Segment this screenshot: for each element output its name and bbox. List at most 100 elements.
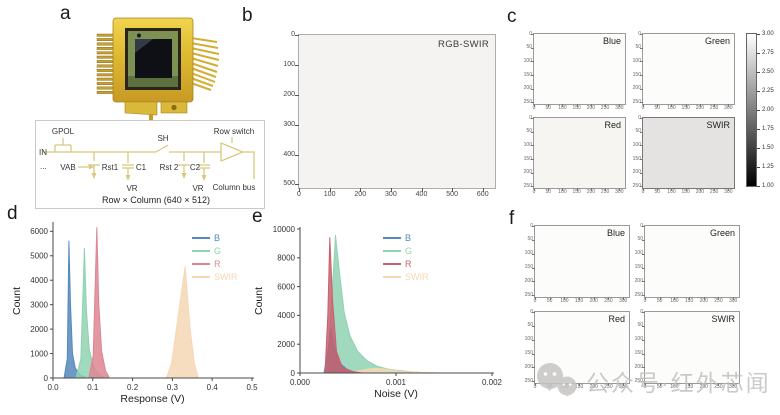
x-tick-label: 50 xyxy=(656,298,663,304)
chip-tab-hole xyxy=(171,104,177,111)
panel-label-d: d xyxy=(7,203,18,224)
x-tick-mark xyxy=(549,297,551,300)
y-tick-mark xyxy=(640,75,643,77)
x-tick-label: 100 xyxy=(667,189,676,195)
x-tick-label: 0 xyxy=(532,189,536,195)
y-tick-mark xyxy=(531,172,534,174)
series-swir-area xyxy=(165,266,199,379)
y-tick-label: 250 xyxy=(632,98,641,105)
panel-b-x-tick-label: 600 xyxy=(476,191,489,198)
x-tick-label: 100 xyxy=(558,105,567,111)
x-tick-label: 150 xyxy=(574,298,584,304)
panel-c-blue-image: Blue050100150200250050100150200250300 xyxy=(524,31,626,111)
x-tick-label: 150 xyxy=(681,189,690,195)
colorbar-tick-mark xyxy=(757,72,760,73)
x-tick-mark xyxy=(534,104,535,107)
x-tick-mark xyxy=(605,188,607,191)
colorbar-tick-mark xyxy=(757,91,760,92)
panel-b-x-tick-mark xyxy=(452,188,454,192)
label-row-switch: Row switch xyxy=(214,127,254,136)
y-tick-label: 200 xyxy=(632,85,641,92)
x-tick-label: 250 xyxy=(604,298,613,304)
x-tick-mark xyxy=(689,297,691,300)
series-r-area xyxy=(88,227,110,379)
panel-b-image: RGB-SWIR 0 100 200 300 400 500 0 100 200 300 400 50… xyxy=(283,31,496,198)
panel-b-x-tick-label: 200 xyxy=(354,191,367,198)
y-tick-mark xyxy=(642,312,645,313)
x-tick-label: 250 xyxy=(709,105,719,111)
label-sh: SH xyxy=(157,134,168,143)
subpanel-title: SWIR xyxy=(706,120,731,130)
x-axis-label: Noise (V) xyxy=(374,388,418,400)
y-tick-mark xyxy=(532,281,535,283)
y-tick-mark xyxy=(642,325,645,327)
x-tick-label: 150 xyxy=(572,105,581,111)
panel-b-y-tick-label: 400 xyxy=(283,150,295,158)
y-tick-label: 50 xyxy=(526,44,532,51)
panel-b-x-tick-label: 400 xyxy=(415,191,428,198)
x-tick-mark xyxy=(579,297,581,300)
y-tick-mark xyxy=(640,47,643,49)
y-tick-label: 250 xyxy=(524,291,533,298)
x-tick-label: 150 xyxy=(572,189,581,195)
y-tick-mark xyxy=(642,253,645,255)
y-tick-mark xyxy=(531,145,534,147)
y-tick-label: 1000 xyxy=(30,349,48,358)
x-tick-mark xyxy=(703,297,705,300)
x-tick-mark xyxy=(728,104,730,107)
panel-b-x-tick-mark xyxy=(360,188,362,192)
x-tick-mark xyxy=(535,297,536,300)
x-tick-mark xyxy=(579,383,581,386)
x-tick-label: 0 xyxy=(643,384,647,390)
panel-b-x-tick-label: 300 xyxy=(385,191,397,198)
x-tick-label: 0.001 xyxy=(386,378,407,387)
x-tick-mark xyxy=(699,104,701,107)
subpanel-title: Green xyxy=(704,36,730,46)
x-tick-mark xyxy=(718,297,720,300)
x-tick-label: 0 xyxy=(641,189,645,195)
panel-b-title: RGB-SWIR xyxy=(438,39,489,50)
y-tick-label: 0 xyxy=(521,115,532,121)
x-tick-mark xyxy=(657,104,659,107)
subpanel-title: Blue xyxy=(606,228,625,238)
label-gpol: GPOL xyxy=(52,127,75,136)
y-tick-label: 50 xyxy=(637,322,643,329)
colorbar-tick-mark xyxy=(757,186,760,187)
y-tick-label: 100 xyxy=(634,250,643,257)
panel-b-x-tick-label: 100 xyxy=(323,191,336,198)
x-tick-label: 300 xyxy=(724,105,733,111)
series-g-area xyxy=(326,235,431,374)
x-tick-mark xyxy=(534,188,535,191)
y-tick-label: 0 xyxy=(630,115,641,121)
watermark: 公众号·红外芯闻 xyxy=(534,358,771,404)
y-tick-mark xyxy=(532,381,535,383)
y-tick-label: 0 xyxy=(521,31,532,37)
panel-f-swir-image: SWIR050100150200250050100150200250300 xyxy=(635,309,740,390)
y-tick-label: 50 xyxy=(635,128,641,135)
legend-label-g: G xyxy=(405,246,412,256)
y-axis-label: Count xyxy=(253,287,265,315)
panel-b-x-tick-mark xyxy=(421,188,423,192)
y-tick-mark xyxy=(642,295,645,297)
x-tick-label: 0 xyxy=(533,298,537,304)
x-tick-label: 0 xyxy=(533,384,537,390)
y-tick-label: 0 xyxy=(291,369,296,378)
label-column-bus: Column bus xyxy=(213,183,256,192)
y-tick-mark xyxy=(532,295,535,297)
y-tick-label: 100 xyxy=(632,141,641,148)
x-tick-label: 100 xyxy=(670,384,679,390)
y-tick-label: 0 xyxy=(522,223,533,229)
x-tick-mark xyxy=(714,188,716,191)
colorbar-tick-label: 2.50 xyxy=(762,69,774,75)
colorbar-tick-label: 3.00 xyxy=(762,31,774,37)
colorbar: 3.00 2.75 2.50 2.25 2.00 1.75 1.50 1.25 1.00 xyxy=(746,31,774,189)
y-tick-label: 0 xyxy=(632,223,643,229)
y-tick-label: 250 xyxy=(632,182,641,189)
x-tick-label: 200 xyxy=(586,189,596,195)
legend-label-swir: SWIR xyxy=(214,272,238,282)
y-tick-mark xyxy=(640,61,643,63)
x-tick-mark xyxy=(718,383,720,386)
y-tick-label: 6000 xyxy=(277,282,295,291)
x-tick-label: 150 xyxy=(684,384,694,390)
y-tick-mark xyxy=(640,34,643,35)
